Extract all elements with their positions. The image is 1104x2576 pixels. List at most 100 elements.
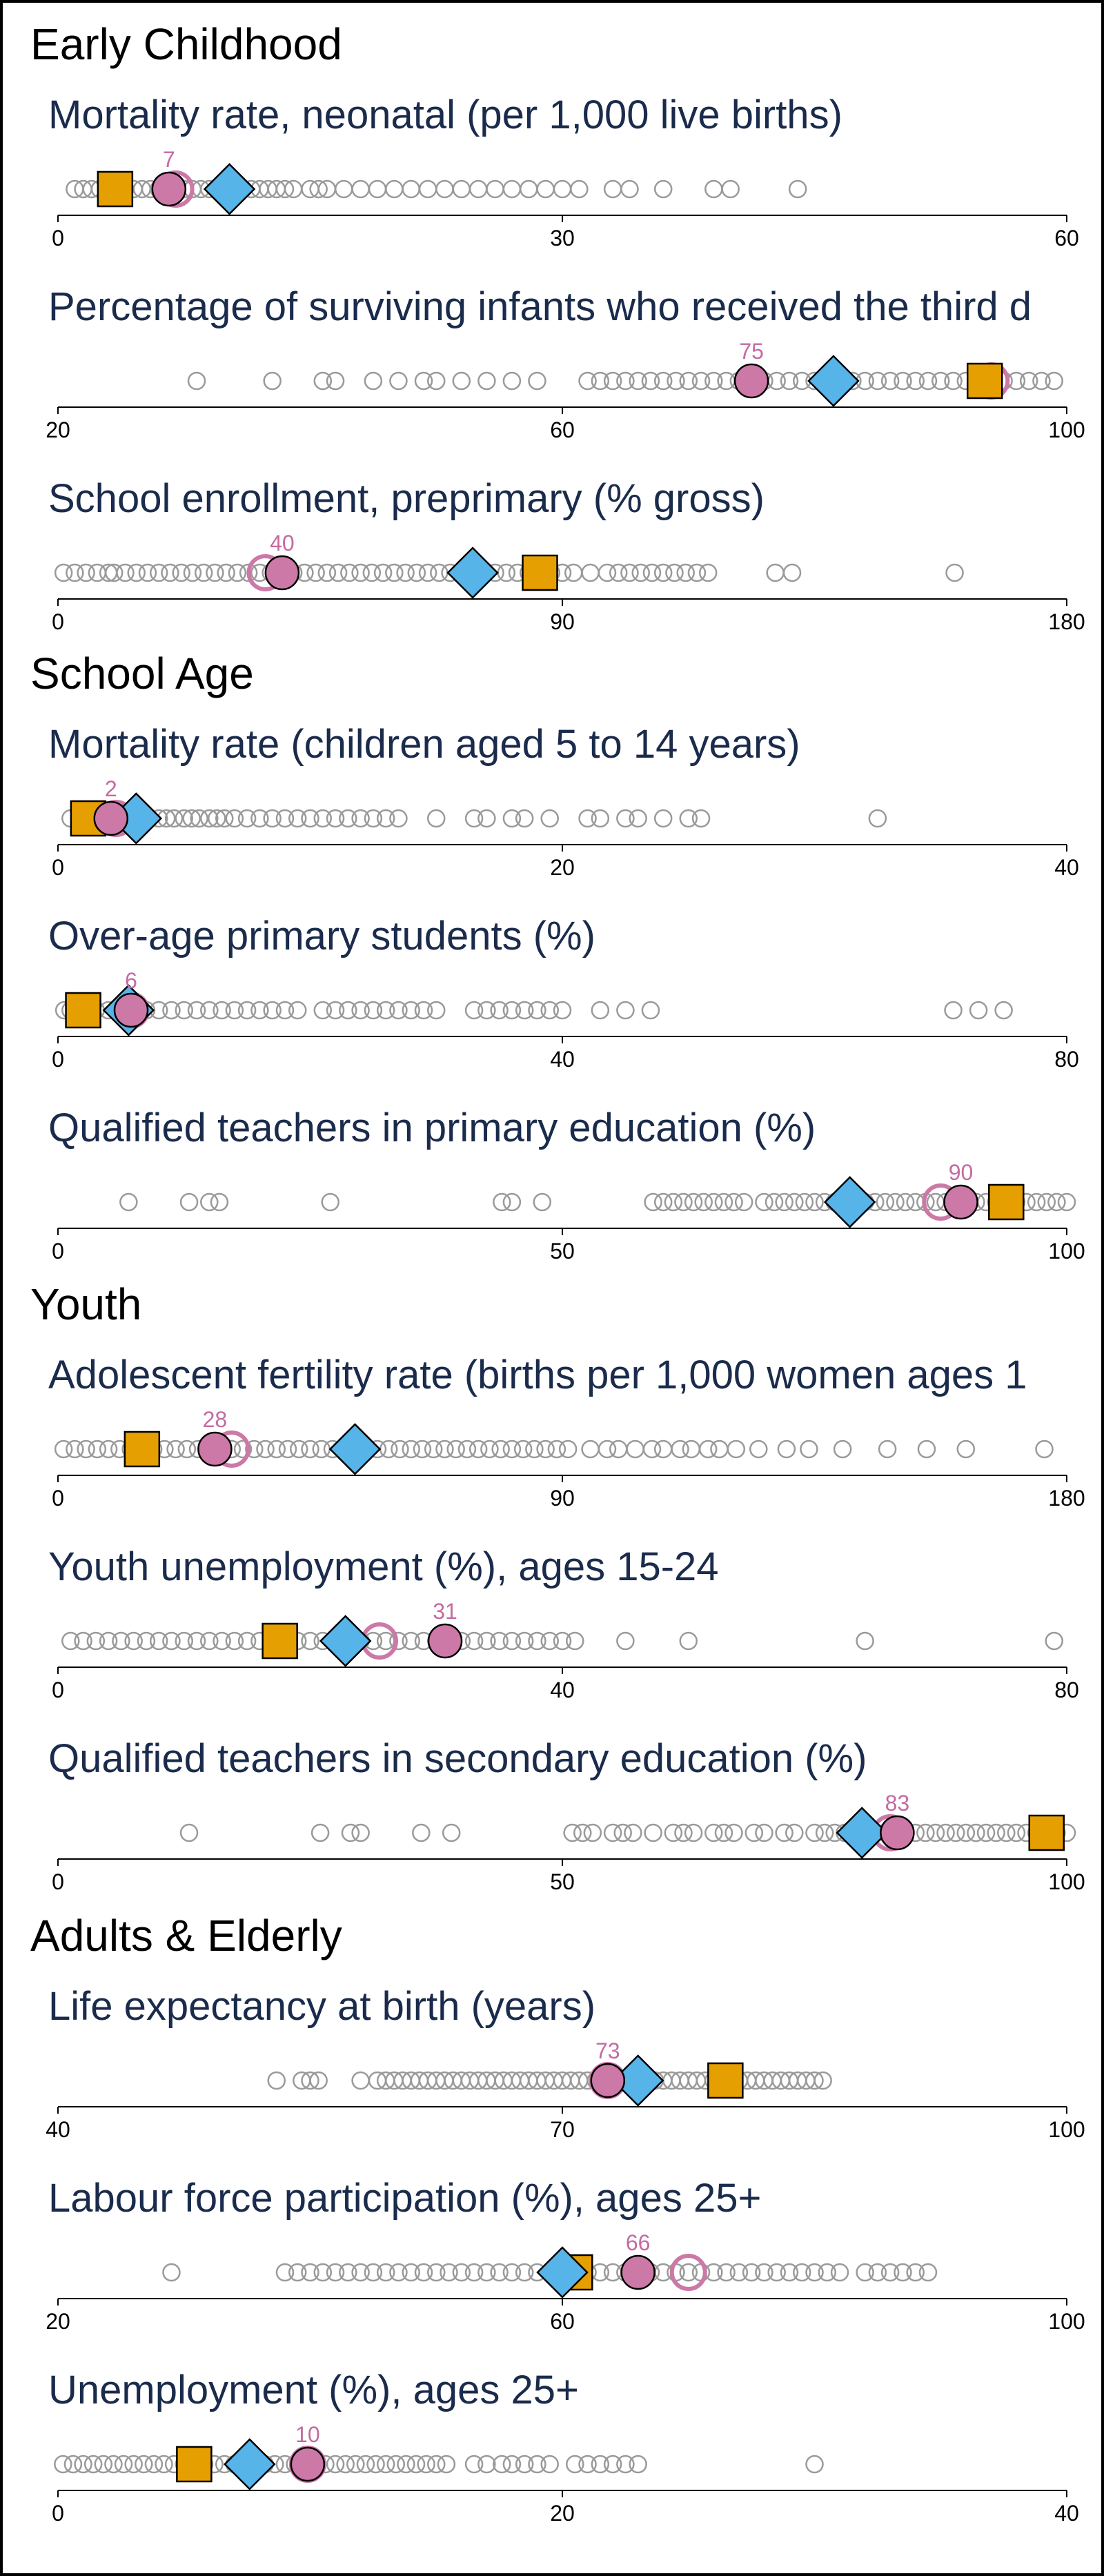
country-point (749, 1439, 768, 1459)
diamond-marker (328, 1423, 382, 1475)
country-point (477, 1631, 496, 1651)
country-point (414, 371, 433, 391)
country-point (162, 1631, 181, 1651)
diamond-marker (446, 547, 499, 599)
country-point (301, 1631, 319, 1651)
x-axis-tick-label: 40 (46, 2117, 70, 2142)
country-point (112, 1631, 130, 1651)
x-axis-tick-label: 100 (1048, 2117, 1085, 2142)
x-axis-tick-label: 60 (550, 2309, 575, 2334)
country-point (682, 1439, 701, 1459)
country-point (389, 1631, 408, 1651)
country-point (918, 2263, 938, 2282)
country-point (385, 179, 404, 199)
highlight-point (290, 2446, 326, 2482)
country-point (721, 179, 740, 199)
country-point (213, 1001, 231, 1020)
country-point (477, 2263, 496, 2282)
country-point (642, 563, 662, 582)
country-point (528, 2455, 546, 2474)
country-point (515, 809, 534, 828)
country-point (402, 179, 420, 199)
country-point (418, 179, 437, 199)
highlight-point (620, 2254, 656, 2290)
country-point (956, 1823, 976, 1842)
x-axis-tick-label: 40 (1054, 855, 1079, 880)
country-point (435, 179, 454, 199)
country-point (729, 2263, 749, 2282)
country-point (364, 2263, 383, 2282)
country-point (364, 1001, 383, 1020)
country-point (894, 2263, 912, 2282)
country-point (493, 2455, 511, 2474)
country-point (177, 1439, 197, 1459)
country-point (616, 809, 635, 828)
country-point (326, 2263, 345, 2282)
indicator-title: Youth unemployment (%), ages 15-24 (48, 1544, 719, 1589)
country-point (402, 1631, 420, 1651)
highlight-value-label: 28 (203, 1407, 228, 1432)
x-axis-tick-label: 40 (1054, 2501, 1079, 2526)
highlight-point (427, 1623, 463, 1659)
country-point (502, 2263, 522, 2282)
country-point (591, 809, 610, 828)
country-point (969, 1001, 988, 1020)
country-point (536, 1439, 555, 1459)
country-point (502, 1631, 522, 1651)
x-axis-tick-label: 80 (1054, 1678, 1079, 1702)
country-point (785, 1192, 804, 1212)
country-point (389, 371, 408, 391)
country-point (994, 1001, 1013, 1020)
country-point (815, 1823, 834, 1842)
highlight-value-label: 66 (626, 2230, 651, 2255)
country-point (896, 1192, 915, 1212)
indicator-title: Life expectancy at birth (years) (48, 1984, 595, 2029)
highlight-point (93, 800, 129, 836)
country-point (775, 1823, 793, 1842)
x-axis-tick-label: 90 (550, 1486, 575, 1511)
country-point (66, 1439, 84, 1459)
country-point (275, 1001, 295, 1020)
indicator-title: Qualified teachers in primary education … (48, 1105, 816, 1150)
country-point (437, 2455, 456, 2474)
x-axis-tick-label: 50 (550, 1869, 575, 1894)
country-point (886, 1192, 905, 1212)
square-marker (1028, 1814, 1065, 1851)
country-point (906, 371, 925, 391)
country-point (317, 563, 337, 582)
country-point (175, 1001, 193, 1020)
country-point (124, 1631, 143, 1651)
country-point (856, 2263, 874, 2282)
highlight-point (151, 171, 187, 207)
country-point (452, 2263, 471, 2282)
square-marker (707, 2062, 744, 2099)
country-point (944, 371, 963, 391)
country-point (301, 2263, 319, 2282)
indicator-title: Over-age primary students (%) (48, 914, 595, 958)
country-point (166, 1439, 185, 1459)
country-point (782, 563, 802, 582)
country-point (464, 2263, 484, 2282)
country-point (237, 809, 257, 828)
country-point (679, 371, 698, 391)
country-point (164, 809, 184, 828)
square-marker (124, 1430, 161, 1468)
country-point (469, 179, 488, 199)
country-point (464, 2455, 484, 2474)
country-point (603, 371, 622, 391)
country-point (362, 563, 382, 582)
country-point (704, 179, 723, 199)
country-point (515, 2263, 534, 2282)
country-point (598, 1439, 617, 1459)
x-axis-tick-label: 40 (550, 1678, 575, 1702)
country-point (155, 2455, 173, 2474)
country-point (228, 563, 247, 582)
x-axis-tick-label: 20 (46, 417, 70, 442)
country-point (149, 1631, 168, 1651)
country-point (310, 1823, 330, 1842)
country-point (926, 1192, 945, 1212)
country-point (326, 371, 345, 391)
country-point (225, 1001, 244, 1020)
square-marker (97, 170, 134, 208)
country-point (694, 1192, 713, 1212)
